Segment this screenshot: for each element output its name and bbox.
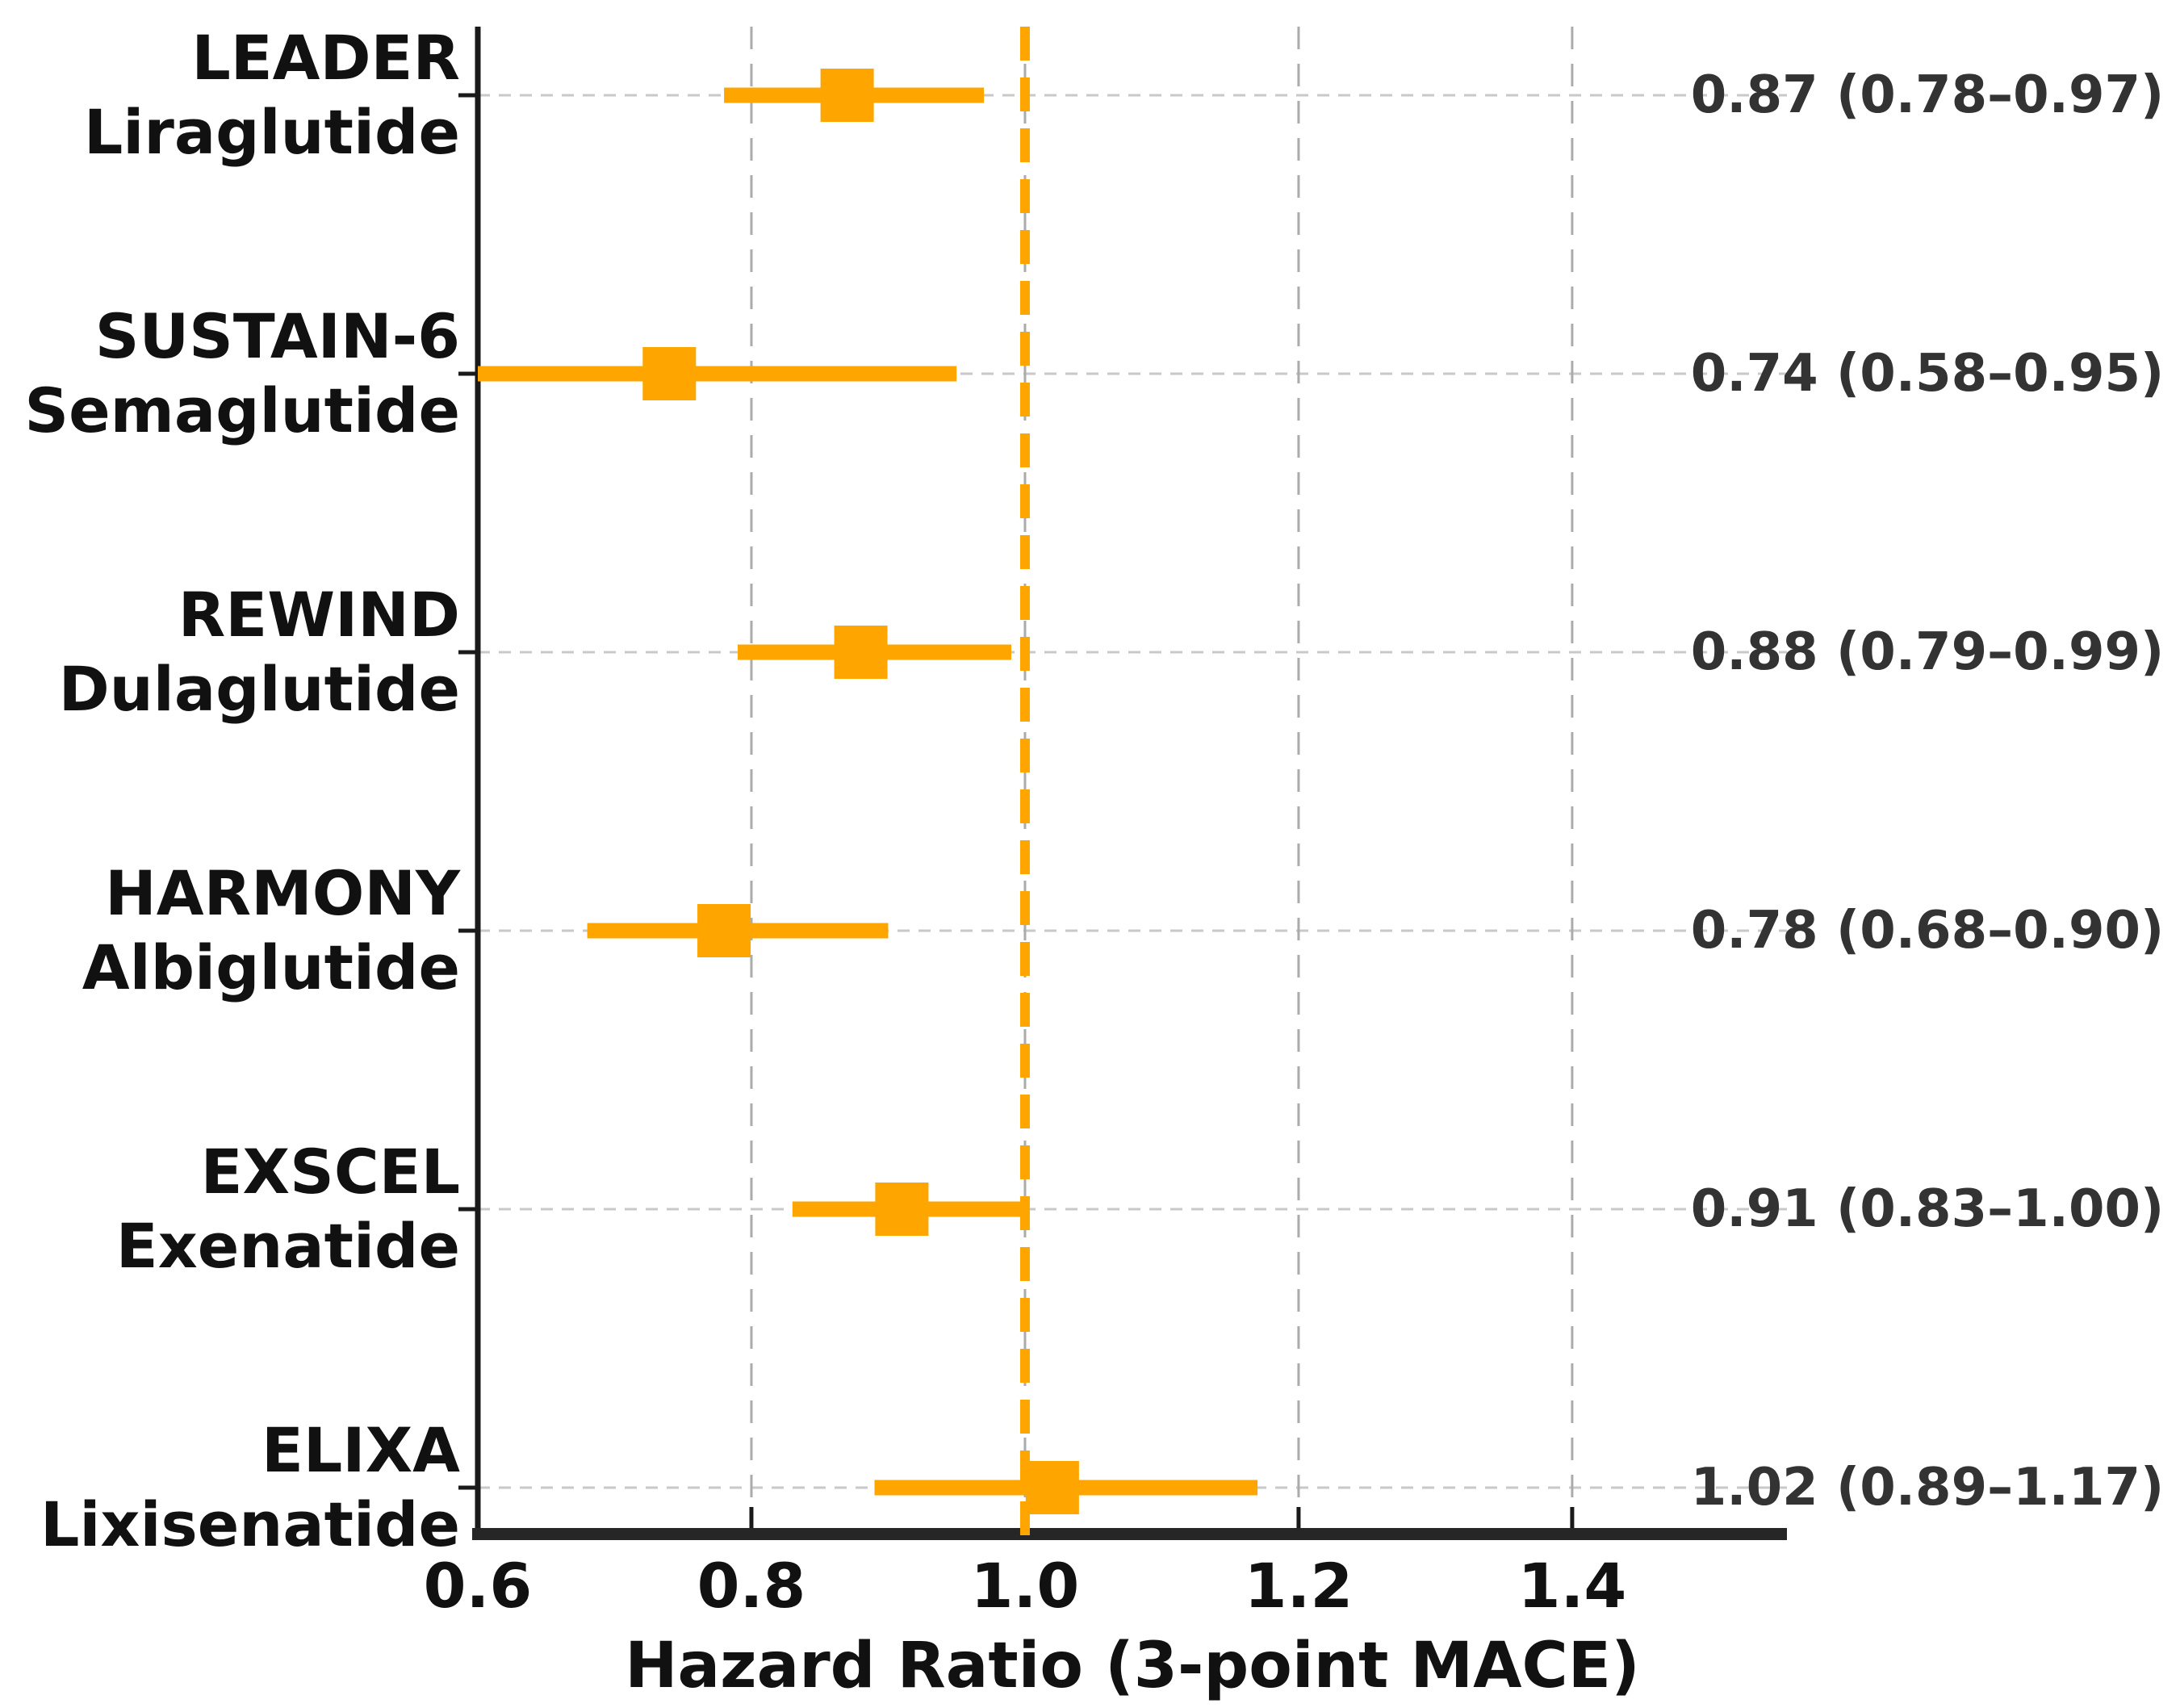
hr-marker (875, 1183, 929, 1236)
trial-name: EXSCEL (200, 1136, 460, 1208)
drug-name: Exenatide (115, 1210, 460, 1282)
drug-name: Liraglutide (83, 96, 460, 168)
drug-name: Semaglutide (24, 375, 460, 446)
row-label-leader: LEADER Liraglutide (84, 21, 460, 170)
hr-marker (697, 904, 751, 957)
y-axis-spine (475, 27, 481, 1540)
trial-name: REWIND (178, 579, 460, 651)
row-label-rewind: REWIND Dulaglutide (59, 578, 460, 726)
row-label-sustain6: SUSTAIN-6 Semaglutide (24, 299, 460, 448)
drug-name: Lixisenatide (40, 1488, 460, 1560)
hr-marker (834, 626, 888, 679)
trial-name: LEADER (191, 22, 460, 94)
x-tick-label-1.4: 1.4 (1517, 1550, 1627, 1622)
hr-annotation-exscel: 0.91 (0.83–1.00) (1690, 1179, 2165, 1239)
hr-annotation-harmony: 0.78 (0.68–0.90) (1690, 901, 2165, 961)
hr-marker (820, 69, 874, 122)
hr-annotation-elixa: 1.02 (0.89–1.17) (1690, 1458, 2165, 1518)
row-label-elixa: ELIXA Lixisenatide (40, 1413, 460, 1562)
trial-name: SUSTAIN-6 (94, 300, 460, 372)
hr-marker (1025, 1461, 1079, 1514)
x-axis-spine (472, 1528, 1787, 1540)
drug-name: Dulaglutide (58, 653, 460, 725)
row-label-harmony: HARMONY Albiglutide (82, 856, 460, 1005)
x-tick-label-1.2: 1.2 (1244, 1550, 1354, 1622)
trial-name: HARMONY (105, 857, 460, 929)
x-tick-label-1.0: 1.0 (970, 1550, 1080, 1622)
hr-annotation-sustain6: 0.74 (0.58–0.95) (1690, 344, 2165, 404)
hr-marker (642, 347, 697, 400)
drug-name: Albiglutide (82, 931, 460, 1003)
x-tick-label-0.6: 0.6 (423, 1550, 533, 1622)
hr-annotation-rewind: 0.88 (0.79–0.99) (1690, 622, 2165, 682)
x-axis-title: Hazard Ratio (3-point MACE) (625, 1630, 1640, 1702)
hr-annotation-leader: 0.87 (0.78–0.97) (1690, 65, 2165, 125)
x-tick-label-0.8: 0.8 (697, 1550, 806, 1622)
trial-name: ELIXA (261, 1414, 460, 1486)
row-label-exscel: EXSCEL Exenatide (116, 1135, 460, 1283)
